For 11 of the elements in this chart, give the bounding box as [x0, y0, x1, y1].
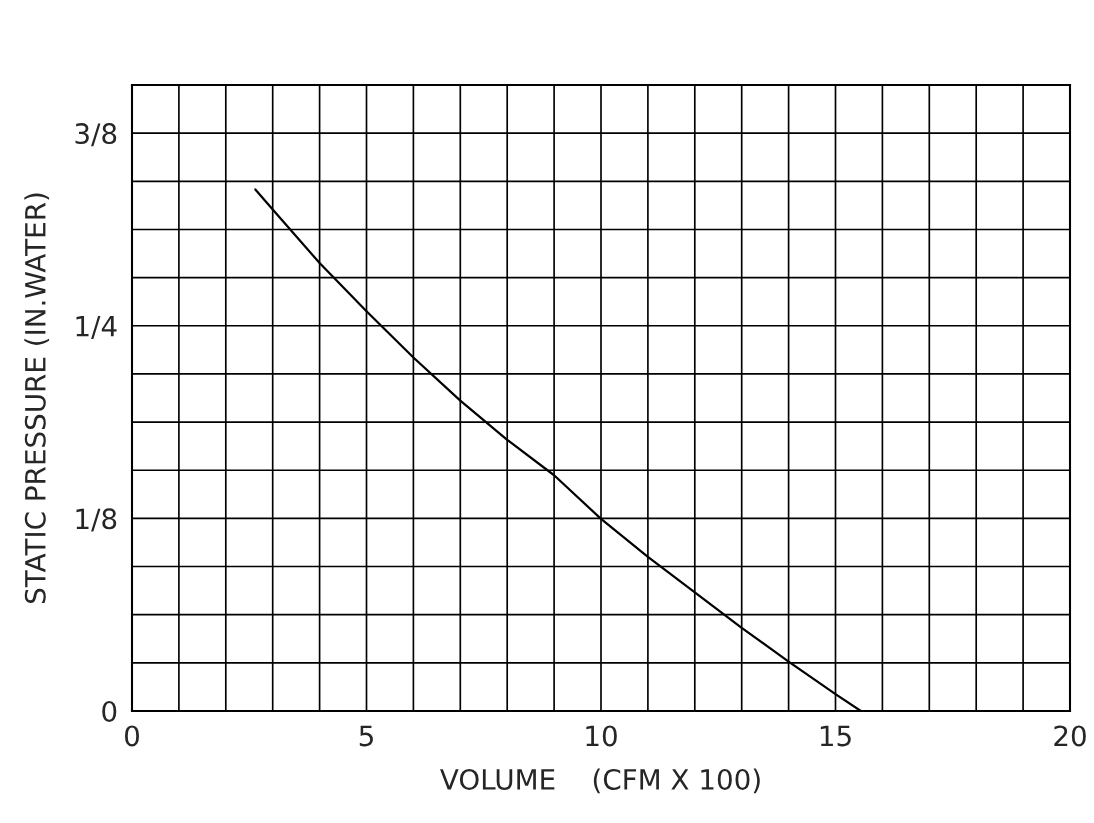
y-tick-label: 1/8 [76, 508, 117, 532]
x-tick-label: 20 [1054, 725, 1086, 747]
x-tick-label: 15 [820, 725, 851, 747]
x-tick-label: 5 [359, 725, 373, 747]
y-tick-label: 1/4 [76, 316, 117, 339]
x-axis-title: VOLUME (CFM X 100) [440, 768, 760, 794]
x-tick-label: 0 [124, 725, 139, 747]
y-tick-label: 0 [102, 700, 117, 722]
y-axis-title: STATIC PRESSURE (IN.WATER) [24, 193, 50, 603]
y-tick-label: 3/8 [75, 123, 117, 147]
x-tick-label: 10 [586, 725, 617, 747]
